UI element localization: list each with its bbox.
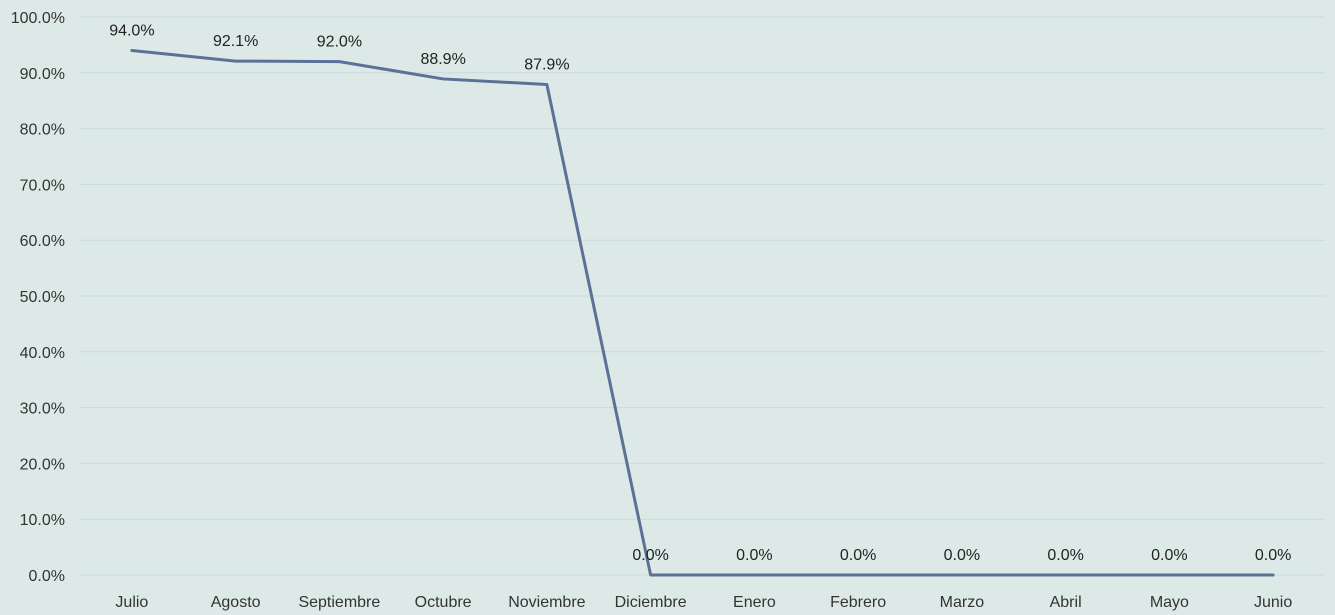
series xyxy=(130,48,1275,577)
y-tick-label-100: 100.0% xyxy=(11,10,65,27)
x-axis-tick-labels: Julio Agosto Septiembre Octubre Noviembre Dic… xyxy=(115,594,1292,611)
y-tick-label-40: 40.0% xyxy=(20,345,65,362)
data-label-agosto: 92.1% xyxy=(213,33,258,50)
x-tick-label-mayo: Mayo xyxy=(1150,594,1189,611)
y-axis-tick-labels: 0.0% 10.0% 20.0% 30.0% 40.0% 50.0% 60.0% 70.0% 8… xyxy=(11,10,65,585)
data-label-noviembre: 87.9% xyxy=(524,57,569,74)
y-tick-label-70: 70.0% xyxy=(20,177,65,194)
grid-lines xyxy=(80,16,1325,576)
data-label-enero: 0.0% xyxy=(736,547,772,564)
y-tick-label-60: 60.0% xyxy=(20,233,65,250)
data-label-octubre: 88.9% xyxy=(420,51,465,68)
x-tick-label-febrero: Febrero xyxy=(830,594,886,611)
series-line-0 xyxy=(130,48,1275,577)
data-label-mayo: 0.0% xyxy=(1151,547,1187,564)
y-tick-label-50: 50.0% xyxy=(20,289,65,306)
data-label-junio: 0.0% xyxy=(1255,547,1291,564)
y-tick-label-90: 90.0% xyxy=(20,66,65,83)
data-label-abril: 0.0% xyxy=(1047,547,1083,564)
y-tick-label-0: 0.0% xyxy=(29,568,65,585)
x-tick-label-enero: Enero xyxy=(733,594,776,611)
data-label-marzo: 0.0% xyxy=(944,547,980,564)
x-tick-label-noviembre: Noviembre xyxy=(508,594,585,611)
data-label-julio: 94.0% xyxy=(109,22,154,39)
y-tick-label-10: 10.0% xyxy=(20,512,65,529)
x-tick-label-octubre: Octubre xyxy=(415,594,472,611)
x-tick-label-marzo: Marzo xyxy=(940,594,985,611)
data-labels: 94.0% 92.1% 92.0% 88.9% 87.9% 0.0% 0.0% 0.0% 0.0… xyxy=(109,22,1291,564)
y-tick-label-80: 80.0% xyxy=(20,122,65,139)
x-tick-label-abril: Abril xyxy=(1050,594,1082,611)
data-label-septiembre: 92.0% xyxy=(317,34,362,51)
data-label-diciembre: 0.0% xyxy=(632,547,668,564)
x-tick-label-septiembre: Septiembre xyxy=(298,594,380,611)
x-tick-label-junio: Junio xyxy=(1254,594,1292,611)
x-tick-label-agosto: Agosto xyxy=(211,594,261,611)
x-tick-label-julio: Julio xyxy=(115,594,148,611)
y-tick-label-30: 30.0% xyxy=(20,401,65,418)
y-tick-label-20: 20.0% xyxy=(20,456,65,473)
x-tick-label-diciembre: Diciembre xyxy=(615,594,687,611)
data-label-febrero: 0.0% xyxy=(840,547,876,564)
